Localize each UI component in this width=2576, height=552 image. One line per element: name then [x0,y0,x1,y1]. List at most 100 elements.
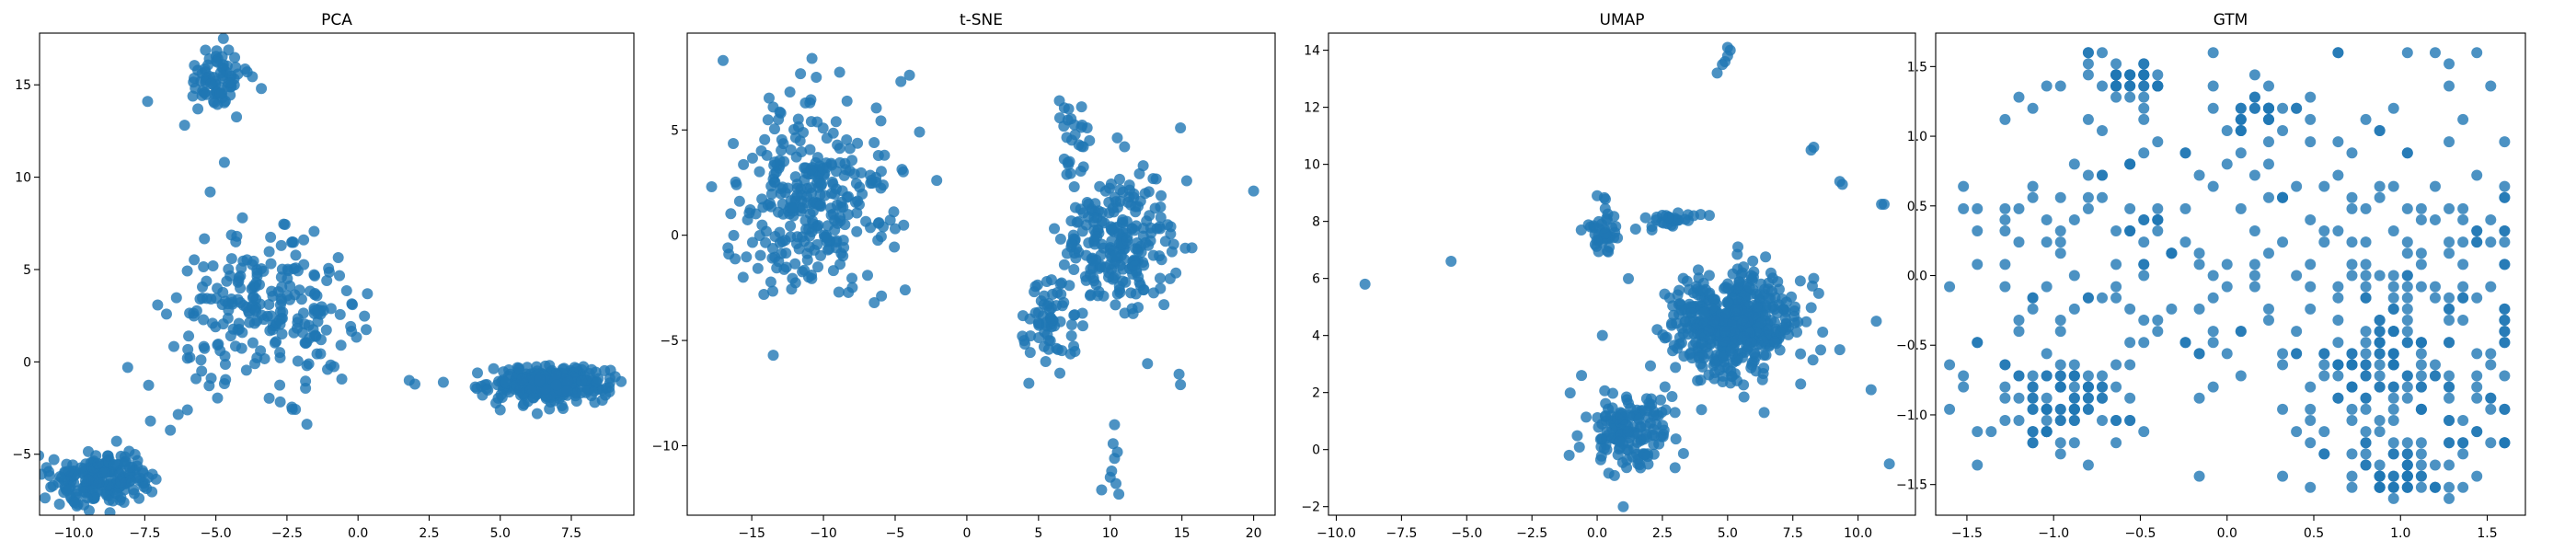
data-point [230,236,242,247]
data-point [2401,281,2413,293]
data-point [1047,288,1059,300]
data-point [2124,202,2136,214]
data-point [224,330,236,342]
scatter-points [1359,41,1895,512]
data-point [2401,270,2413,282]
data-point [2235,370,2247,382]
data-point [1870,316,1882,328]
data-point [2444,202,2455,214]
data-point [172,408,184,420]
data-point [47,479,59,491]
data-point [1669,407,1681,419]
data-point [2318,180,2330,192]
data-point [2179,202,2191,214]
data-point [2471,381,2483,393]
data-point [2471,169,2483,181]
data-point [2068,437,2080,449]
data-point [2444,292,2455,304]
x-tick-label: −7.5 [1386,526,1417,541]
data-point [2444,415,2455,427]
data-point [54,470,66,482]
data-point [2027,392,2039,404]
data-point [1038,290,1050,302]
data-point [2096,292,2108,304]
data-point [2221,281,2233,293]
data-point [2027,292,2039,304]
data-point [2027,370,2039,382]
data-point [753,230,765,242]
data-point [1733,276,1745,288]
data-point [1999,225,2011,237]
data-point [754,249,766,261]
x-tick-label: 5.0 [1718,526,1738,541]
data-point [600,389,612,401]
data-point [2374,370,2386,382]
data-point [1150,173,1162,185]
data-point [725,208,737,220]
data-point [2207,47,2219,59]
data-point [1972,459,1984,471]
data-point [2041,403,2053,415]
data-point [1077,161,1089,173]
data-point [2124,69,2136,81]
data-point [876,290,888,302]
data-point [1111,288,1123,300]
data-point [870,102,882,114]
data-point [1675,305,1687,316]
data-point [2110,259,2122,270]
data-point [2401,381,2413,393]
data-point [1615,409,1627,421]
data-point [1670,362,1682,374]
data-point [843,286,855,298]
data-point [336,374,348,385]
data-point [1765,267,1777,279]
data-point [2054,437,2066,449]
data-point [2262,303,2274,315]
data-point [1599,202,1611,214]
data-point [899,284,911,296]
data-point [320,324,332,336]
data-point [811,116,823,128]
data-point [2346,236,2358,248]
data-point [1119,141,1131,153]
data-point [2152,326,2164,338]
data-point [2124,359,2136,371]
x-tick-label: 5 [1034,526,1042,541]
data-point [1096,215,1108,227]
data-point [1149,202,1161,214]
data-point [588,385,600,397]
data-point [1745,337,1757,349]
data-point [1623,272,1635,284]
data-point [1065,238,1077,250]
data-point [1725,345,1737,357]
data-point [534,374,546,385]
x-tick-label: 0 [962,526,971,541]
data-point [2499,403,2511,415]
data-point [2082,191,2094,203]
data-point [121,362,133,374]
data-point [752,262,764,274]
data-point [2415,359,2427,371]
data-point [2235,326,2247,338]
data-point [791,178,803,190]
data-point [1677,447,1689,459]
data-point [2444,247,2455,259]
data-point [2401,448,2413,460]
data-point [2387,270,2399,282]
data-point [321,275,333,287]
data-point [2027,180,2039,192]
data-point [1958,370,1970,382]
data-point [1091,231,1103,243]
data-point [2110,415,2122,427]
data-point [201,275,213,287]
data-point [2318,448,2330,460]
data-point [75,462,86,474]
data-point [2346,359,2358,371]
data-point [1110,250,1121,262]
y-tick-label: 5 [671,123,679,138]
data-point [212,98,224,110]
data-point [1815,344,1827,356]
data-point [2041,213,2053,225]
data-point [218,156,230,168]
data-point [2346,403,2358,415]
